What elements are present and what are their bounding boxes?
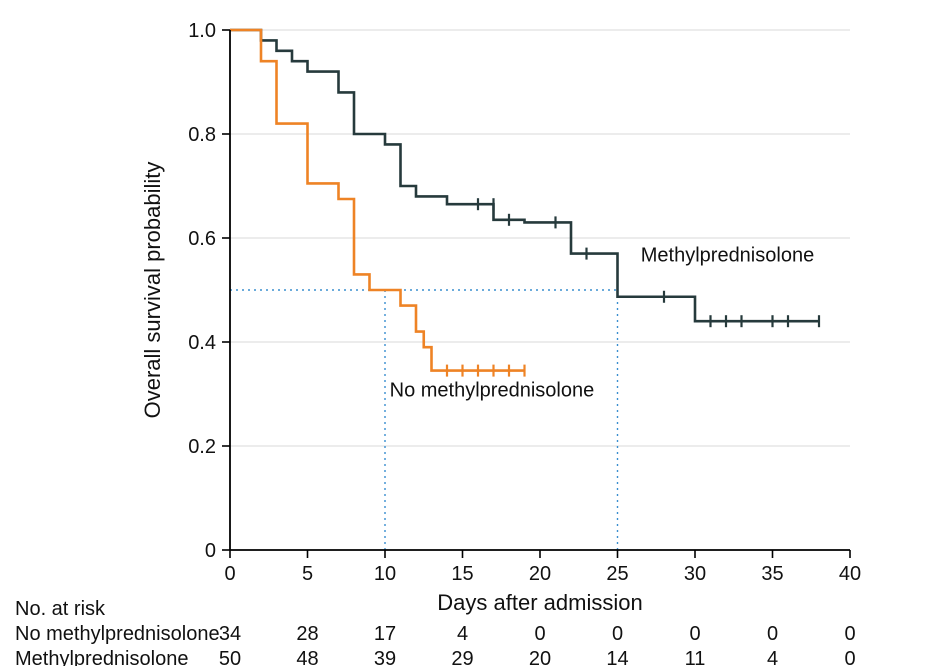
risk-value: 4 xyxy=(767,648,778,666)
risk-value: 0 xyxy=(534,623,545,645)
risk-row-label: Methylprednisolone xyxy=(15,648,188,666)
risk-value: 0 xyxy=(844,623,855,645)
series-label: Methylprednisolone xyxy=(641,244,814,266)
x-tick-label: 40 xyxy=(839,563,861,585)
y-tick-label: 0.4 xyxy=(188,332,216,354)
y-tick-label: 0.8 xyxy=(188,124,216,146)
x-tick-label: 15 xyxy=(451,563,473,585)
x-tick-label: 0 xyxy=(224,563,235,585)
x-tick-label: 35 xyxy=(761,563,783,585)
risk-value: 4 xyxy=(457,623,468,645)
chart-container: { "chart": { "type": "kaplan-meier", "wi… xyxy=(0,0,936,666)
x-tick-label: 10 xyxy=(374,563,396,585)
y-tick-label: 0.6 xyxy=(188,228,216,250)
series-label: No methylprednisolone xyxy=(390,380,595,402)
risk-value: 14 xyxy=(606,648,628,666)
km-plot: Methylprednisolone No methylprednisolone 0… xyxy=(0,0,936,666)
risk-value: 17 xyxy=(374,623,396,645)
x-tick-label: 5 xyxy=(302,563,313,585)
risk-value: 48 xyxy=(296,648,318,666)
risk-value: 34 xyxy=(219,623,241,645)
x-tick-label: 30 xyxy=(684,563,706,585)
risk-value: 50 xyxy=(219,648,241,666)
risk-value: 0 xyxy=(844,648,855,666)
y-tick-label: 0.2 xyxy=(188,436,216,458)
risk-row-label: No methylprednisolone xyxy=(15,623,220,645)
y-tick-label: 0 xyxy=(205,540,216,562)
risk-value: 0 xyxy=(767,623,778,645)
risk-value: 39 xyxy=(374,648,396,666)
risk-value: 28 xyxy=(296,623,318,645)
x-tick-label: 25 xyxy=(606,563,628,585)
risk-value: 11 xyxy=(685,648,706,666)
risk-value: 0 xyxy=(689,623,700,645)
x-axis-label: Days after admission xyxy=(437,590,642,615)
risk-value: 0 xyxy=(612,623,623,645)
x-tick-label: 20 xyxy=(529,563,551,585)
risk-table-title: No. at risk xyxy=(15,598,106,620)
y-axis-label: Overall survival probability xyxy=(140,162,165,419)
risk-value: 29 xyxy=(451,648,473,666)
risk-value: 20 xyxy=(529,648,551,666)
y-tick-label: 1.0 xyxy=(188,20,216,42)
